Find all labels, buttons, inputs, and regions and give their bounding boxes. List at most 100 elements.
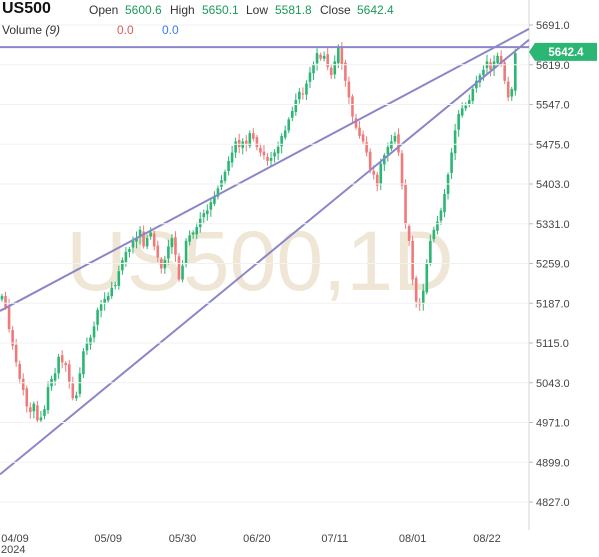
candle-body: [106, 296, 110, 301]
candle-body: [489, 62, 492, 70]
x-tick-label: 08/01: [399, 533, 427, 545]
y-tick-label: 5331.0: [536, 219, 570, 231]
candle-body: [60, 355, 64, 363]
candle-body: [220, 180, 223, 187]
candle-body: [195, 227, 198, 235]
x-tick-label: 05/30: [169, 533, 197, 545]
candle-body: [89, 337, 92, 345]
candle-body: [43, 409, 46, 416]
candle-body: [53, 373, 57, 381]
candle-body: [117, 271, 121, 286]
open-label: Open: [89, 3, 119, 17]
candle-body: [230, 152, 234, 163]
candle-body: [298, 91, 301, 100]
candle-body: [124, 251, 128, 262]
x-year-label: 2024: [1, 544, 25, 556]
candle-body: [475, 80, 478, 89]
candle-body: [397, 134, 400, 153]
candle-body: [75, 395, 78, 399]
candle-body: [326, 54, 329, 67]
candle-body: [209, 202, 213, 210]
candle-body: [460, 108, 464, 116]
candle-body: [414, 277, 418, 302]
candle-body: [499, 55, 503, 65]
candle-body: [361, 134, 365, 142]
candle-body: [386, 147, 390, 155]
candle-body: [78, 373, 82, 394]
candle-body: [103, 298, 106, 304]
x-tick-label: 06/20: [243, 533, 271, 545]
candle-body: [110, 287, 114, 297]
candle-body: [372, 170, 375, 175]
candle-body: [482, 69, 485, 76]
candle-body: [248, 133, 252, 146]
candle-body: [138, 229, 142, 238]
candle-body: [67, 364, 71, 382]
volume-label[interactable]: Volume (9): [2, 23, 61, 37]
candle-body: [390, 141, 393, 149]
candle-body: [273, 152, 276, 157]
candle-body: [131, 240, 135, 248]
candle-body: [506, 81, 510, 98]
y-tick-label: 5547.0: [536, 100, 570, 112]
candle-body: [252, 133, 255, 139]
candle-body: [191, 232, 195, 235]
candle-body: [11, 330, 14, 346]
candle-body: [305, 83, 308, 95]
y-axis: 5691.0 5619.0 5547.0 5475.0 5403.0 5331.0 5259…: [0, 20, 570, 509]
x-tick-label: 07/11: [321, 533, 348, 545]
candle-body: [145, 238, 149, 247]
y-tick-label: 4827.0: [536, 497, 570, 509]
candle-body: [503, 62, 506, 81]
x-tick-label: 08/22: [473, 533, 501, 545]
candle-body: [85, 343, 89, 351]
candle-body: [333, 61, 337, 75]
symbol-label[interactable]: US500: [2, 0, 51, 17]
candle-body: [453, 130, 457, 154]
low-value: 5581.8: [275, 3, 312, 17]
y-tick-label: 5475.0: [536, 139, 570, 151]
candle-body: [206, 210, 209, 215]
candle-body: [457, 113, 460, 130]
candle-body: [170, 238, 174, 248]
candle-body: [259, 147, 262, 153]
candle-body: [142, 231, 145, 247]
candle-body: [262, 151, 266, 156]
y-tick-label: 4899.0: [536, 457, 570, 469]
x-axis: 04/09 05/09 05/30 06/20 07/11 08/01 08/22 2024: [1, 533, 501, 556]
trendline: [0, 38, 530, 476]
y-tick-label: 5187.0: [536, 298, 570, 310]
candle-body: [464, 105, 468, 109]
volume-value-b: 0.0: [162, 23, 179, 37]
candle-body: [450, 152, 453, 173]
candle-body: [344, 62, 347, 81]
candle-body: [135, 238, 138, 242]
candle-body: [227, 160, 230, 172]
candle-body: [216, 188, 220, 197]
candle-body: [269, 158, 273, 161]
candle-body: [280, 135, 283, 147]
price-badge-shape: [529, 42, 597, 61]
candle-body: [39, 417, 43, 421]
y-tick-label: 5619.0: [536, 60, 570, 72]
candle-body: [429, 240, 432, 263]
high-label: High: [170, 3, 195, 17]
candle-body: [223, 171, 227, 181]
chart-header: US500 Open 5600.6 High 5650.1 Low 5581.8…: [0, 0, 529, 44]
candle-body: [174, 237, 177, 255]
candle-body: [308, 72, 312, 82]
candle-body: [152, 233, 156, 247]
candle-body: [379, 163, 383, 184]
candle-body: [167, 246, 170, 259]
candle-body: [421, 290, 425, 304]
y-tick-label: 5115.0: [536, 338, 569, 350]
candle-body: [184, 240, 188, 265]
candle-body: [96, 309, 99, 325]
close-label: Close: [320, 3, 351, 17]
candle-body: [290, 111, 294, 118]
candle-body: [375, 174, 379, 186]
candle-body: [404, 184, 407, 225]
candle-body: [29, 407, 32, 413]
high-value: 5650.1: [202, 3, 239, 17]
low-label: Low: [246, 3, 269, 17]
